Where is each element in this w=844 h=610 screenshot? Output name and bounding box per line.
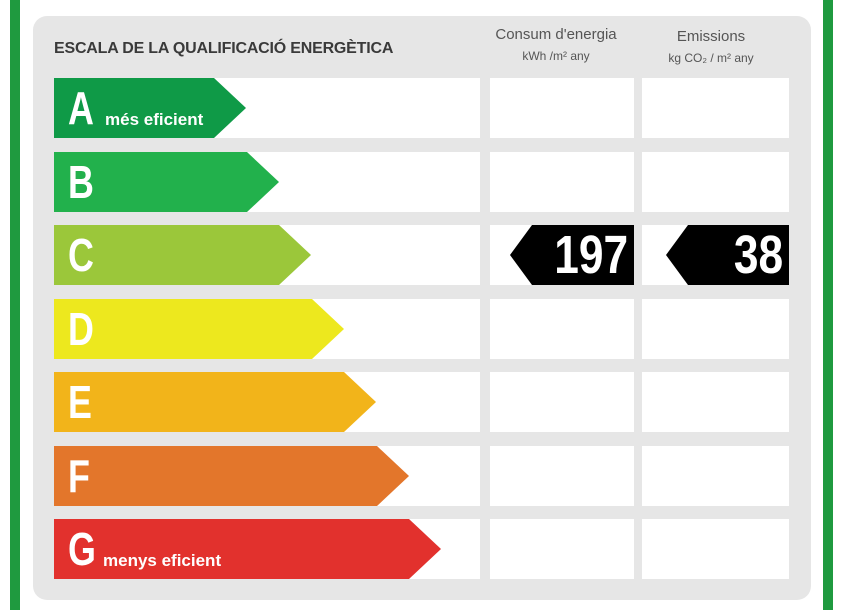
- class-arrow-shape-g: [54, 519, 441, 579]
- emissions-cell-e: [642, 372, 789, 432]
- energy-cell-b: [490, 152, 634, 212]
- class-letter-g: G: [68, 523, 96, 575]
- class-bar-c: C: [54, 225, 311, 285]
- emissions-cell-d: [642, 299, 789, 359]
- energy-column-unit: kWh /m² any: [522, 49, 590, 63]
- class-arrow-shape-f: [54, 446, 409, 506]
- class-sublabel-g: menys eficient: [103, 551, 222, 570]
- class-sublabel-a: més eficient: [105, 110, 204, 129]
- energy-column-header: Consum d'energia kWh /m² any: [488, 26, 624, 64]
- emissions-rating-indicator-shape: [666, 225, 789, 285]
- energy-rating-indicator-shape: [510, 225, 634, 285]
- emissions-cell-b: [642, 152, 789, 212]
- class-letter-a: A: [68, 82, 94, 134]
- class-letter-f: F: [68, 450, 90, 502]
- emissions-rating-indicator: 38: [666, 225, 789, 285]
- class-bar-b: B: [54, 152, 279, 212]
- class-bar-e: E: [54, 372, 376, 432]
- energy-cell-d: [490, 299, 634, 359]
- energy-cell-a: [490, 78, 634, 138]
- class-letter-b: B: [68, 156, 94, 208]
- class-letter-c: C: [68, 229, 94, 281]
- energy-cell-f: [490, 446, 634, 506]
- class-arrow-shape-e: [54, 372, 376, 432]
- energy-rating-indicator: 197: [510, 225, 634, 285]
- energy-column-label: Consum d'energia: [495, 26, 617, 43]
- right-border: [823, 0, 833, 610]
- class-arrow-shape-d: [54, 299, 344, 359]
- scale-title: ESCALA DE LA QUALIFICACIÓ ENERGÈTICA: [54, 40, 394, 57]
- energy-cell-g: [490, 519, 634, 579]
- emissions-cell-g: [642, 519, 789, 579]
- left-border: [10, 0, 20, 610]
- emissions-column-label: Emissions: [676, 28, 746, 45]
- emissions-column-header: Emissions kg CO₂ / m² any: [641, 28, 781, 66]
- emissions-cell-f: [642, 446, 789, 506]
- class-letter-d: D: [68, 303, 94, 355]
- class-letter-e: E: [68, 376, 92, 428]
- emissions-column-unit: kg CO₂ / m² any: [668, 51, 754, 65]
- class-bar-d: D: [54, 299, 344, 359]
- class-bar-f: F: [54, 446, 409, 506]
- emissions-rating-indicator-value: 38: [733, 225, 783, 285]
- class-arrow-shape-c: [54, 225, 311, 285]
- class-arrow-shape-b: [54, 152, 279, 212]
- class-arrow-shape-a: [54, 78, 246, 138]
- energy-cell-e: [490, 372, 634, 432]
- emissions-cell-a: [642, 78, 789, 138]
- energy-rating-indicator-value: 197: [554, 225, 628, 285]
